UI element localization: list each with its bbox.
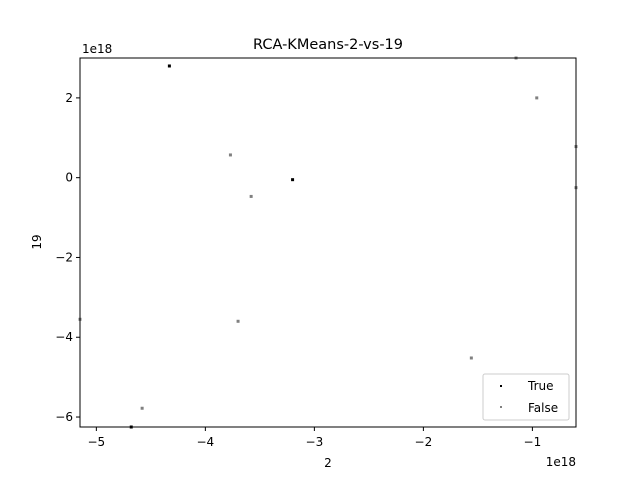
y-tick-label: −4 bbox=[55, 330, 73, 344]
scatter-point-false bbox=[535, 96, 539, 100]
plot-area bbox=[80, 58, 576, 427]
y-tick-label: 2 bbox=[65, 91, 73, 105]
y-tick-label: −6 bbox=[55, 410, 73, 424]
legend: True False bbox=[482, 373, 570, 421]
legend-marker-false bbox=[500, 406, 502, 408]
x-tick-label: −3 bbox=[306, 435, 324, 449]
y-axis-label: 19 bbox=[30, 234, 44, 249]
scatter-point-false bbox=[469, 356, 473, 360]
legend-marker-true bbox=[500, 385, 502, 387]
y-axis-offset-label: 1e18 bbox=[82, 42, 112, 56]
y-axis-ticks: −6 −4 −2 0 2 bbox=[55, 91, 80, 424]
scatter-point-false bbox=[236, 319, 240, 323]
legend-label-false: False bbox=[528, 401, 558, 415]
x-tick-label: −1 bbox=[524, 435, 542, 449]
scatter-point-true bbox=[291, 178, 295, 182]
scatter-point-false bbox=[249, 194, 253, 198]
scatter-point-true bbox=[167, 64, 171, 68]
scatter-point-false bbox=[228, 153, 232, 157]
scatter-point-false bbox=[140, 406, 144, 410]
x-axis-ticks: −5 −4 −3 −2 −1 bbox=[88, 427, 542, 449]
x-tick-label: −2 bbox=[415, 435, 433, 449]
y-tick-label: −2 bbox=[55, 250, 73, 264]
plot-frame bbox=[79, 57, 577, 428]
x-axis-label: 2 bbox=[324, 456, 332, 470]
x-tick-label: −4 bbox=[197, 435, 215, 449]
legend-box bbox=[482, 373, 570, 421]
chart-title: RCA-KMeans-2-vs-19 bbox=[253, 37, 403, 53]
legend-label-true: True bbox=[527, 379, 554, 393]
y-tick-label: 0 bbox=[65, 171, 73, 185]
x-axis-offset-label: 1e18 bbox=[546, 455, 576, 469]
x-tick-label: −5 bbox=[88, 435, 106, 449]
